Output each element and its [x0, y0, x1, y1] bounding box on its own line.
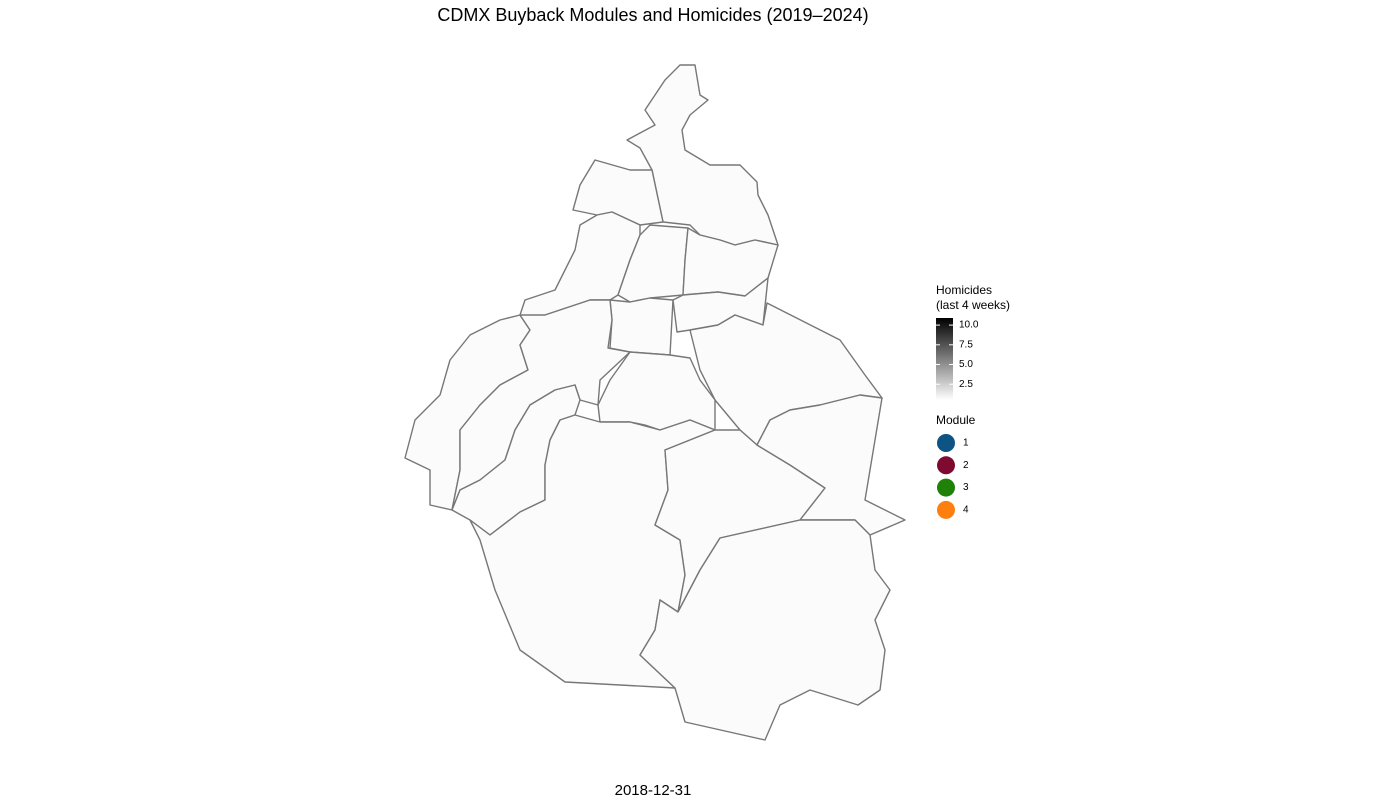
colorbar-tick-label: 10.0: [959, 320, 979, 331]
district: [609, 297, 674, 356]
district: [682, 227, 779, 297]
module-label: 1: [963, 438, 969, 449]
colorbar-tick-label: 5.0: [959, 359, 973, 370]
module-legend-title: Module: [936, 413, 976, 427]
module-swatch: [937, 500, 955, 519]
district: [756, 394, 906, 536]
colorbar-tick-label: 2.5: [959, 379, 973, 390]
district: [617, 224, 689, 303]
module-swatch: [937, 456, 955, 475]
colorbar: [936, 318, 953, 400]
module-label: 2: [963, 460, 969, 471]
module-swatch: [937, 478, 955, 497]
colorbar-title: (last 4 weeks): [936, 298, 1010, 312]
legend: Homicides (last 4 weeks) Module 2.5 5.0 7.…: [936, 283, 1010, 519]
district: [639, 519, 891, 741]
module-swatch: [937, 434, 955, 452]
map-title: CDMX Buyback Modules and Homicides (2019…: [437, 5, 868, 25]
district-map: [404, 64, 906, 741]
date-caption: 2018-12-31: [615, 782, 692, 799]
colorbar-tick-label: 7.5: [959, 339, 973, 350]
module-label: 3: [963, 482, 969, 493]
module-label: 4: [963, 505, 969, 516]
colorbar-title: Homicides: [936, 283, 992, 297]
